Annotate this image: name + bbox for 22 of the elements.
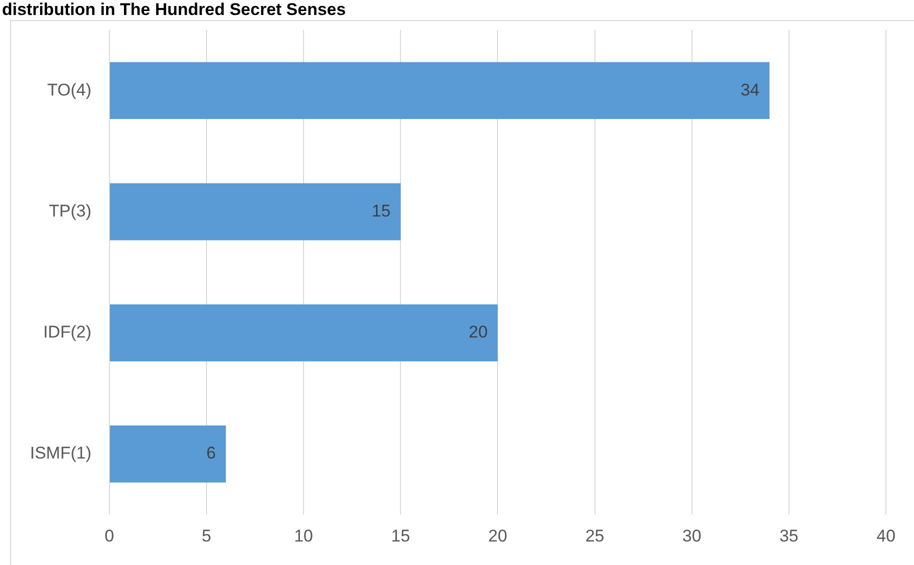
x-tick-label: 25 (585, 526, 604, 546)
x-tick-label: 10 (294, 526, 313, 546)
x-tick-label: 35 (779, 526, 798, 546)
x-tick-label: 5 (202, 526, 212, 546)
x-tick-label: 0 (104, 526, 114, 546)
bar (110, 183, 401, 240)
bar (110, 304, 498, 362)
chart-title: distribution in The Hundred Secret Senses (2, 0, 346, 20)
x-tick-label: 30 (682, 526, 702, 546)
y-tick-label: IDF(2) (43, 322, 92, 342)
x-tick-label: 40 (876, 526, 896, 546)
y-tick-label: TO(4) (47, 80, 92, 100)
data-label: 20 (468, 322, 488, 342)
x-tick-label: 20 (488, 526, 508, 546)
y-tick-label: ISMF(1) (30, 444, 92, 463)
x-tick-label: 15 (391, 526, 410, 546)
y-tick-label: TP(3) (48, 201, 92, 220)
bar (110, 426, 226, 482)
bar (110, 62, 770, 120)
data-label: 15 (372, 201, 391, 220)
data-label: 34 (740, 80, 760, 100)
data-label: 6 (206, 444, 216, 463)
